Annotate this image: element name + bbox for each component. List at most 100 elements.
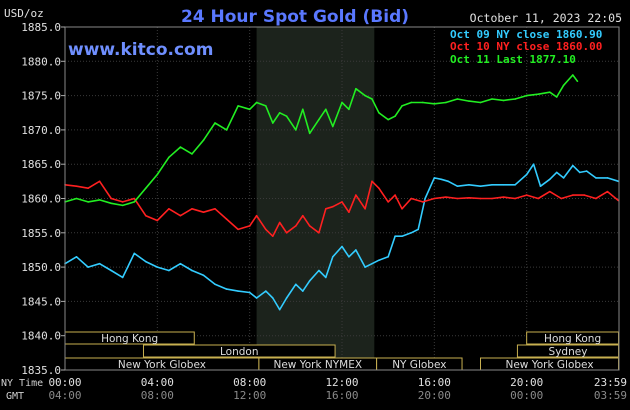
data-point xyxy=(98,262,101,265)
session-bar xyxy=(142,344,336,358)
data-point xyxy=(548,91,551,93)
data-point xyxy=(539,185,542,187)
data-point xyxy=(537,93,540,96)
data-point xyxy=(301,290,304,292)
data-point xyxy=(285,297,288,299)
data-point xyxy=(378,187,380,190)
y-axis-ticks: 1885.0 1880.0 1875.0 1870.0 1865.0 1860.0 1855… xyxy=(21,21,65,377)
ny-time-label: NY Time xyxy=(1,378,43,389)
data-point xyxy=(514,197,516,200)
data-point xyxy=(525,94,528,97)
data-point xyxy=(265,228,267,231)
data-point xyxy=(285,115,288,117)
data-point xyxy=(325,108,327,111)
data-point xyxy=(133,201,136,203)
data-point xyxy=(248,225,251,227)
data-point xyxy=(491,197,493,200)
data-point xyxy=(202,139,205,141)
data-point xyxy=(87,187,89,190)
data-point xyxy=(168,207,170,210)
session-label: New York NYMEX xyxy=(273,359,362,371)
data-point xyxy=(555,96,558,98)
data-point xyxy=(301,108,304,111)
session-label: London xyxy=(220,346,259,358)
data-point xyxy=(331,125,334,128)
data-point xyxy=(479,197,482,200)
data-point xyxy=(168,269,170,272)
data-point xyxy=(387,118,389,121)
data-point xyxy=(424,197,426,200)
data-point xyxy=(502,99,505,102)
data-point xyxy=(364,94,366,97)
data-point xyxy=(248,291,251,294)
session-label: Hong Kong xyxy=(544,333,601,345)
x-tick-label-gmt: 00:00 xyxy=(510,389,543,402)
data-point xyxy=(433,177,436,179)
data-point xyxy=(179,214,182,217)
y-tick-label: 1880.0 xyxy=(21,55,61,68)
data-point xyxy=(387,256,389,258)
x-tick-label-gmt: 20:00 xyxy=(418,389,451,402)
data-point xyxy=(447,180,449,183)
data-point xyxy=(331,205,334,208)
legend-entry-oct09: Oct 09 NY close 1860.90 xyxy=(450,28,602,41)
data-point xyxy=(364,207,366,210)
series-line-oct-10 xyxy=(64,180,620,237)
data-point xyxy=(110,197,112,200)
data-point xyxy=(308,132,311,135)
data-point xyxy=(371,262,373,265)
x-tick-label-ny: 00:00 xyxy=(48,376,81,389)
data-point xyxy=(318,269,320,272)
y-tick-label: 1845.0 xyxy=(21,295,61,308)
data-point xyxy=(156,219,159,222)
y-tick-label: 1835.0 xyxy=(21,364,61,377)
data-point xyxy=(576,80,579,82)
data-point xyxy=(440,178,443,181)
data-point xyxy=(502,183,505,186)
data-point xyxy=(191,153,193,155)
y-tick-label: 1860.0 xyxy=(21,193,61,206)
x-tick-label-gmt: 03:59 xyxy=(594,389,627,402)
data-point xyxy=(214,207,216,210)
data-point xyxy=(421,101,424,104)
data-point xyxy=(75,185,78,187)
data-point xyxy=(468,100,470,102)
x-tick-label-gmt: 12:00 xyxy=(233,389,266,402)
data-point xyxy=(202,274,205,277)
data-point xyxy=(278,111,281,114)
x-tick-label-ny: 16:00 xyxy=(418,376,451,389)
data-point xyxy=(285,232,288,234)
data-point xyxy=(133,252,136,255)
data-point xyxy=(348,256,350,258)
data-point xyxy=(378,111,380,114)
kitco-watermark: www.kitco.com xyxy=(68,40,213,60)
data-point xyxy=(179,146,182,148)
session-label: NY Globex xyxy=(392,359,446,371)
data-point xyxy=(121,201,124,203)
data-point xyxy=(121,276,124,279)
data-point xyxy=(121,204,124,207)
data-point xyxy=(301,214,304,217)
data-point xyxy=(514,183,516,186)
x-axis-ticks: 00:0004:0004:0008:0008:0012:0012:0016:00… xyxy=(48,376,627,402)
data-point xyxy=(265,290,267,292)
data-point xyxy=(456,197,459,200)
x-tick-label-ny: 20:00 xyxy=(510,376,543,389)
x-tick-label-ny: 04:00 xyxy=(141,376,174,389)
data-point xyxy=(133,197,136,200)
data-point xyxy=(562,84,565,87)
y-tick-label: 1855.0 xyxy=(21,227,61,240)
data-point xyxy=(394,194,396,196)
data-point xyxy=(585,170,588,172)
data-point xyxy=(156,173,159,176)
data-point xyxy=(491,183,493,186)
data-point xyxy=(278,221,281,224)
data-point xyxy=(144,187,147,190)
data-point xyxy=(271,297,274,299)
data-point xyxy=(537,197,540,200)
data-point xyxy=(331,256,334,258)
data-point xyxy=(156,266,159,268)
data-point xyxy=(191,207,193,210)
data-point xyxy=(525,173,528,176)
data-point xyxy=(295,129,297,131)
